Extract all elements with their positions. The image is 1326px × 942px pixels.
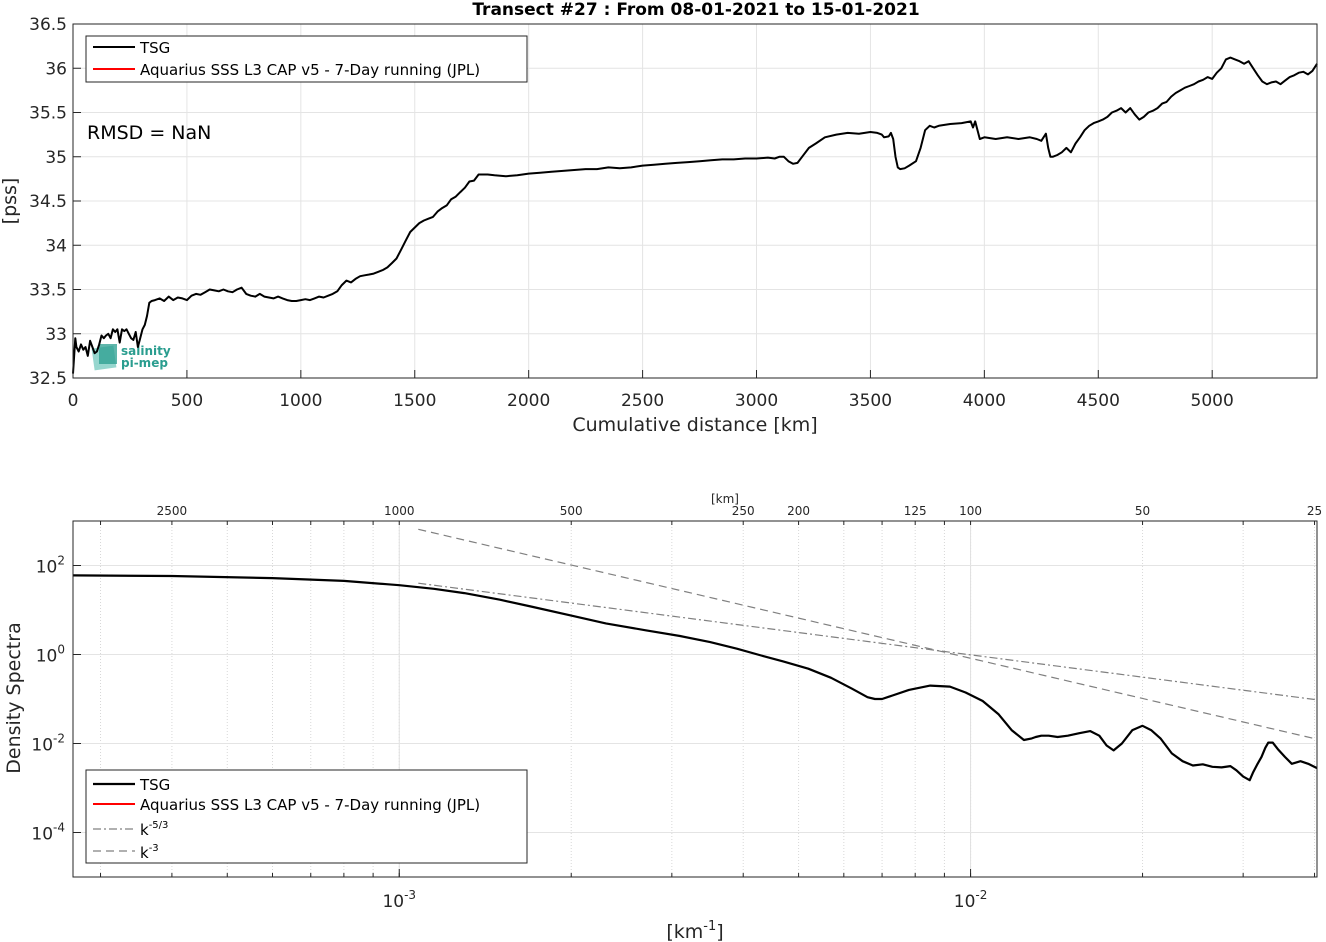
- bottom-x-tick-label-base: 10: [954, 892, 976, 912]
- top-axis-ticks: 0 500 1000 1500 2000 2500 3000 3500 4000 4500 5000…: [29, 15, 1234, 411]
- bottom-y-tick-label-exponent: -4: [53, 821, 65, 835]
- bottom-legend-aquarius-label: Aquarius SSS L3 CAP v5 - 7-Day running (…: [140, 796, 480, 814]
- bottom-legend-k3-label: k-3: [140, 843, 159, 862]
- bottom-top-km-tick-label: 50: [1135, 504, 1150, 518]
- bottom-y-tick-label-base: 10: [31, 825, 53, 845]
- tsg-salinity-line: [72, 56, 1318, 374]
- bottom-plot-frame: [72, 520, 1318, 878]
- top-y-axis-label: [pss]: [0, 178, 21, 225]
- top-axis-unit-label: [km]: [711, 492, 739, 506]
- bottom-x-tick-label-base: 10: [382, 892, 404, 912]
- top-y-tick-label: 36.5: [29, 15, 67, 35]
- bottom-y-tick-label-exponent: 2: [57, 554, 65, 568]
- top-y-tick-label: 33: [45, 325, 67, 345]
- bottom-y-axis-label: Density Spectra: [3, 622, 25, 773]
- bottom-y-tick-label: 100: [36, 643, 65, 667]
- top-x-tick-label: 4000: [963, 391, 1006, 411]
- top-x-axis-label: Cumulative distance [km]: [572, 414, 817, 436]
- bottom-legend-box: [85, 769, 528, 864]
- top-x-tick-label: 4500: [1077, 391, 1120, 411]
- top-x-tick-label: 5000: [1191, 391, 1234, 411]
- bottom-top-km-tick-label: 200: [787, 504, 810, 518]
- top-x-tick-label: 1500: [393, 391, 436, 411]
- logo-text-line2: pi-mep: [121, 356, 168, 370]
- top-x-tick-label: 1000: [279, 391, 322, 411]
- bottom-top-km-tick-label: 250: [732, 504, 755, 518]
- top-y-tick-label: 35: [45, 148, 67, 168]
- bottom-y-tick-label: 10-2: [31, 732, 65, 756]
- bottom-y-tick-label-base: 10: [36, 647, 58, 667]
- bottom-y-tick-label-exponent: -2: [53, 732, 65, 746]
- bottom-legend-k53-label: k-5/3: [140, 820, 168, 839]
- figure-title: Transect #27 : From 08-01-2021 to 15-01-…: [472, 0, 919, 20]
- bottom-x-tick-label-exponent: -2: [975, 888, 987, 902]
- bottom-y-tick-label-exponent: 0: [57, 643, 65, 657]
- top-x-tick-label: 3000: [735, 391, 778, 411]
- top-y-tick-label: 35.5: [29, 104, 67, 124]
- top-y-tick-label: 34: [45, 236, 67, 256]
- bottom-x-axis-label-close: ]: [716, 921, 723, 942]
- top-y-tick-label: 34.5: [29, 192, 67, 212]
- salinity-pi-mep-logo: salinity pi-mep: [91, 344, 171, 371]
- bottom-x-axis-label-exponent: -1: [703, 919, 716, 934]
- bottom-y-tick-label-base: 10: [36, 558, 58, 578]
- bottom-y-tick-label: 10-4: [31, 821, 65, 845]
- bottom-top-km-tick-label: 25: [1307, 504, 1322, 518]
- top-y-tick-label: 36: [45, 59, 67, 79]
- top-x-tick-label: 3500: [849, 391, 892, 411]
- bottom-top-km-tick-label: 2500: [157, 504, 188, 518]
- logo-mark-front: [99, 344, 117, 364]
- logo-text-line1: salinity: [121, 344, 171, 358]
- k-5-3-reference-line: [418, 582, 1318, 701]
- bottom-x-tick-label-exponent: -3: [404, 888, 416, 902]
- top-plot: salinity pi-mep 0 500 1000 1500 2000 2500 3000…: [0, 15, 1318, 436]
- top-x-tick-label: 2000: [507, 391, 550, 411]
- top-legend: TSG Aquarius SSS L3 CAP v5 - 7-Day runni…: [85, 35, 528, 83]
- bottom-x-tick-label: 10-2: [954, 888, 988, 912]
- k53-base: k: [140, 821, 149, 839]
- bottom-x-axis-label: [km-1]: [666, 919, 723, 942]
- k-3-reference-line: [418, 528, 1318, 740]
- bottom-y-tick-label-base: 10: [31, 736, 53, 756]
- bottom-top-km-tick-label: 1000: [384, 504, 415, 518]
- bottom-y-tick-label: 102: [36, 554, 65, 578]
- bottom-top-km-tick-label: 500: [560, 504, 583, 518]
- bottom-top-km-tick-label: 100: [959, 504, 982, 518]
- top-x-tick-label: 500: [171, 391, 203, 411]
- k3-base: k: [140, 844, 149, 862]
- top-x-tick-label: 0: [68, 391, 79, 411]
- bottom-top-km-tick-label: 125: [904, 504, 927, 518]
- rmsd-annotation: RMSD = NaN: [87, 122, 211, 144]
- top-legend-box: [85, 35, 528, 83]
- top-y-tick-label: 32.5: [29, 369, 67, 389]
- k53-exponent: -5/3: [149, 820, 169, 831]
- top-grid: [73, 24, 1317, 378]
- k3-exponent: -3: [149, 843, 159, 854]
- top-legend-aquarius-label: Aquarius SSS L3 CAP v5 - 7-Day running (…: [140, 61, 480, 79]
- tsg-spectrum-line: [73, 574, 1318, 782]
- top-x-tick-label: 2500: [621, 391, 664, 411]
- bottom-legend-tsg-label: TSG: [139, 776, 170, 794]
- bottom-x-tick-label: 10-3: [382, 888, 416, 912]
- top-legend-tsg-label: TSG: [139, 39, 170, 57]
- top-y-tick-label: 33.5: [29, 281, 67, 301]
- bottom-legend: TSG Aquarius SSS L3 CAP v5 - 7-Day runni…: [85, 769, 528, 864]
